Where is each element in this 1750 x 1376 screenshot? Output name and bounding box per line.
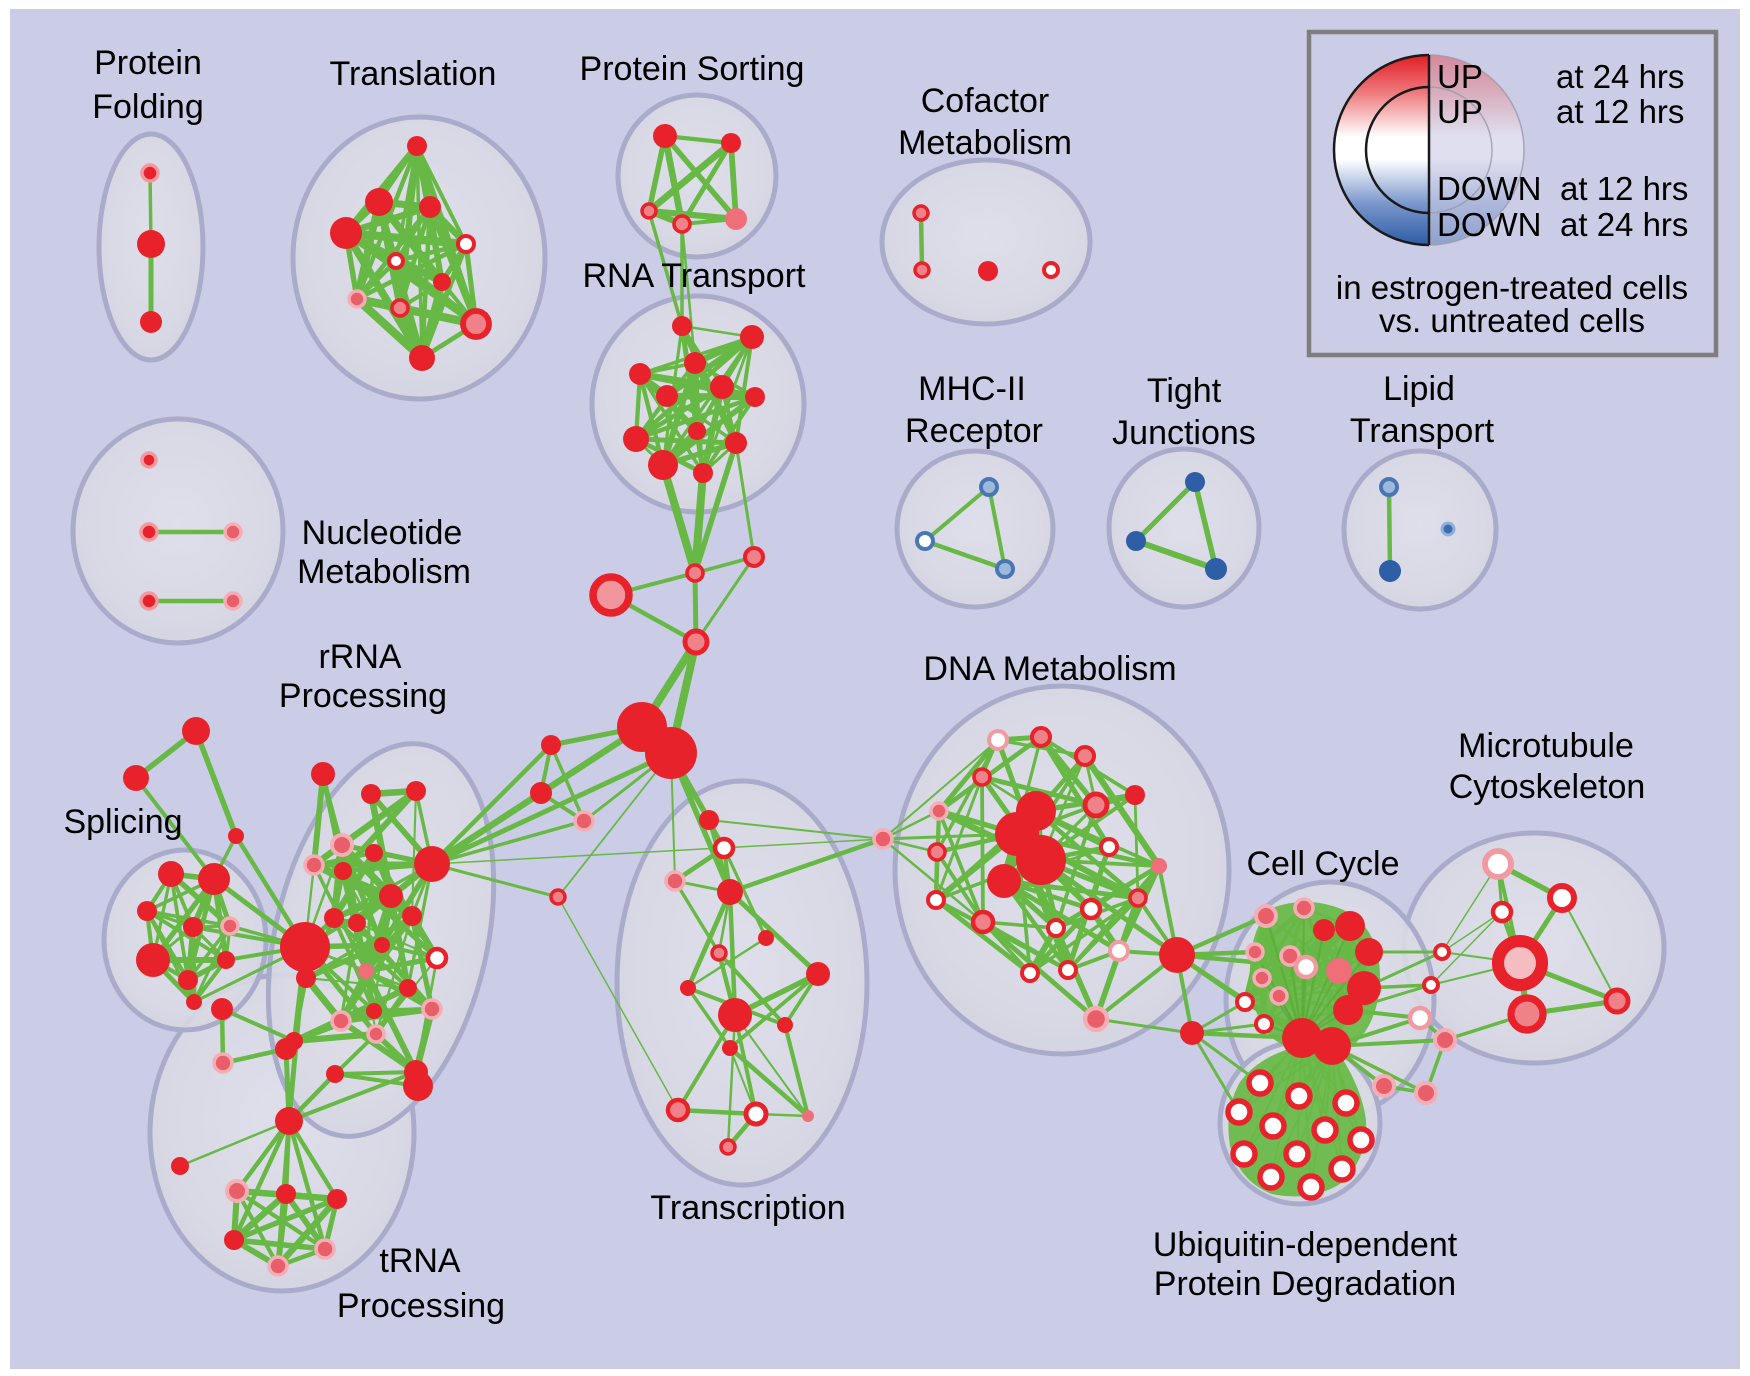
svg-text:at 24 hrs: at 24 hrs bbox=[1556, 58, 1684, 95]
svg-text:Metabolism: Metabolism bbox=[297, 553, 471, 591]
svg-text:rRNA: rRNA bbox=[318, 638, 401, 676]
svg-text:Junctions: Junctions bbox=[1112, 414, 1256, 452]
svg-text:Cell Cycle: Cell Cycle bbox=[1246, 845, 1399, 883]
svg-text:Cytoskeleton: Cytoskeleton bbox=[1449, 768, 1646, 806]
svg-text:vs. untreated cells: vs. untreated cells bbox=[1379, 302, 1645, 339]
svg-text:Metabolism: Metabolism bbox=[898, 124, 1072, 162]
svg-text:DOWN: DOWN bbox=[1437, 206, 1541, 243]
svg-text:Splicing: Splicing bbox=[63, 803, 182, 841]
svg-text:UP: UP bbox=[1437, 93, 1483, 130]
svg-text:Transcription: Transcription bbox=[650, 1189, 845, 1227]
svg-text:DOWN: DOWN bbox=[1437, 170, 1541, 207]
svg-text:Receptor: Receptor bbox=[905, 412, 1043, 450]
svg-text:Protein: Protein bbox=[94, 44, 202, 82]
svg-text:Ubiquitin-dependent: Ubiquitin-dependent bbox=[1153, 1226, 1458, 1264]
svg-text:Nucleotide: Nucleotide bbox=[302, 514, 463, 552]
svg-text:UP: UP bbox=[1437, 58, 1483, 95]
svg-text:at 12 hrs: at 12 hrs bbox=[1556, 93, 1684, 130]
svg-text:Lipid: Lipid bbox=[1383, 370, 1455, 408]
svg-text:tRNA: tRNA bbox=[379, 1242, 461, 1280]
svg-text:Processing: Processing bbox=[337, 1287, 505, 1325]
svg-text:Tight: Tight bbox=[1147, 372, 1222, 410]
svg-text:Protein Sorting: Protein Sorting bbox=[580, 50, 805, 88]
svg-text:Cofactor: Cofactor bbox=[921, 82, 1050, 120]
svg-text:at 24 hrs: at 24 hrs bbox=[1560, 206, 1688, 243]
svg-text:Translation: Translation bbox=[330, 55, 497, 93]
svg-text:Processing: Processing bbox=[279, 677, 447, 715]
svg-text:Microtubule: Microtubule bbox=[1458, 727, 1634, 765]
svg-text:RNA Transport: RNA Transport bbox=[583, 257, 807, 295]
svg-text:Protein Degradation: Protein Degradation bbox=[1154, 1265, 1456, 1303]
svg-text:Transport: Transport bbox=[1350, 412, 1495, 450]
svg-text:in estrogen-treated cells: in estrogen-treated cells bbox=[1336, 269, 1688, 306]
svg-text:MHC-II: MHC-II bbox=[918, 370, 1026, 408]
svg-text:DNA Metabolism: DNA Metabolism bbox=[923, 650, 1176, 688]
svg-text:Folding: Folding bbox=[92, 88, 204, 126]
svg-text:at 12 hrs: at 12 hrs bbox=[1560, 170, 1688, 207]
